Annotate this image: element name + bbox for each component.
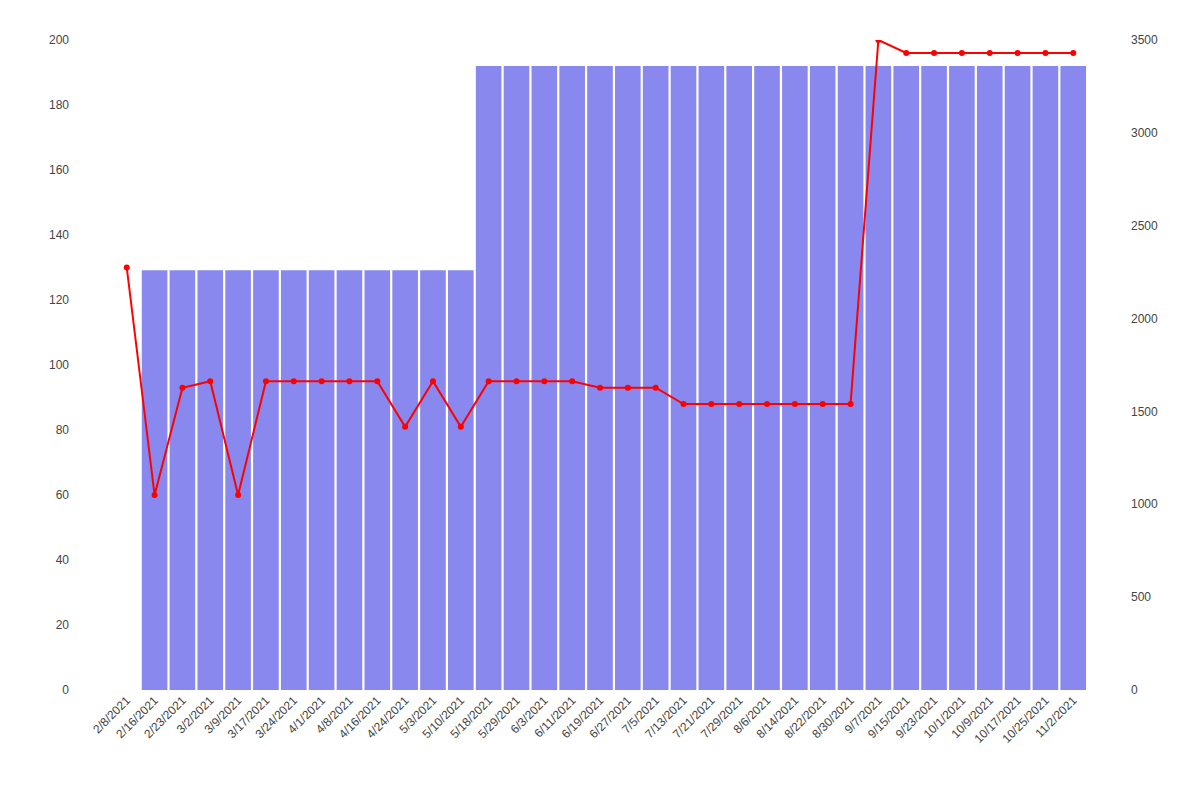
svg-text:6/11/2021: 6/11/2021	[532, 693, 579, 740]
svg-text:60: 60	[56, 488, 70, 502]
svg-text:3/9/2021: 3/9/2021	[202, 693, 245, 736]
svg-text:10/25/2021: 10/25/2021	[999, 693, 1052, 746]
svg-text:2500: 2500	[1131, 219, 1158, 233]
svg-text:8/14/2021: 8/14/2021	[754, 693, 802, 741]
svg-text:180: 180	[49, 98, 69, 112]
svg-text:2/16/2021: 2/16/2021	[113, 693, 161, 741]
svg-text:4/24/2021: 4/24/2021	[364, 693, 412, 741]
svg-text:100: 100	[49, 358, 69, 372]
svg-text:3/17/2021: 3/17/2021	[225, 693, 273, 741]
svg-text:3/24/2021: 3/24/2021	[252, 693, 300, 741]
svg-text:10/1/2021: 10/1/2021	[921, 693, 969, 741]
svg-text:40: 40	[56, 553, 70, 567]
svg-text:2/8/2021: 2/8/2021	[90, 693, 133, 736]
svg-text:200: 200	[49, 33, 69, 47]
svg-text:1000: 1000	[1131, 497, 1158, 511]
svg-text:1500: 1500	[1131, 405, 1158, 419]
svg-text:3000: 3000	[1131, 126, 1158, 140]
svg-text:80: 80	[56, 423, 70, 437]
svg-text:7/13/2021: 7/13/2021	[642, 693, 690, 741]
svg-text:2/23/2021: 2/23/2021	[141, 693, 189, 741]
svg-text:20: 20	[56, 618, 70, 632]
svg-text:5/10/2021: 5/10/2021	[420, 693, 468, 741]
svg-text:11/2/2021: 11/2/2021	[1033, 693, 1080, 740]
svg-text:10/17/2021: 10/17/2021	[972, 693, 1025, 746]
svg-text:0: 0	[62, 683, 69, 697]
svg-text:120: 120	[49, 293, 69, 307]
svg-text:9/23/2021: 9/23/2021	[893, 693, 941, 741]
svg-text:7/29/2021: 7/29/2021	[698, 693, 746, 741]
svg-text:2000: 2000	[1131, 312, 1158, 326]
svg-text:8/6/2021: 8/6/2021	[730, 693, 773, 736]
svg-text:6/19/2021: 6/19/2021	[559, 693, 607, 741]
svg-text:8/30/2021: 8/30/2021	[809, 693, 857, 741]
svg-text:7/21/2021: 7/21/2021	[670, 693, 718, 741]
svg-text:140: 140	[49, 228, 69, 242]
svg-text:4/16/2021: 4/16/2021	[336, 693, 384, 741]
svg-text:3/2/2021: 3/2/2021	[174, 693, 217, 736]
svg-text:3500: 3500	[1131, 33, 1158, 47]
svg-text:500: 500	[1131, 590, 1151, 604]
svg-text:10/9/2021: 10/9/2021	[948, 693, 996, 741]
svg-text:6/27/2021: 6/27/2021	[587, 693, 635, 741]
svg-text:5/3/2021: 5/3/2021	[396, 693, 439, 736]
svg-text:5/18/2021: 5/18/2021	[447, 693, 495, 741]
svg-text:6/3/2021: 6/3/2021	[508, 693, 551, 736]
svg-text:5/29/2021: 5/29/2021	[475, 693, 523, 741]
svg-text:4/8/2021: 4/8/2021	[313, 693, 356, 736]
svg-text:4/1/2021: 4/1/2021	[285, 693, 328, 736]
svg-text:9/15/2021: 9/15/2021	[865, 693, 913, 741]
svg-text:160: 160	[49, 163, 69, 177]
svg-text:0: 0	[1131, 683, 1138, 697]
svg-text:8/22/2021: 8/22/2021	[781, 693, 829, 741]
svg-text:7/5/2021: 7/5/2021	[619, 693, 662, 736]
svg-text:9/7/2021: 9/7/2021	[842, 693, 885, 736]
